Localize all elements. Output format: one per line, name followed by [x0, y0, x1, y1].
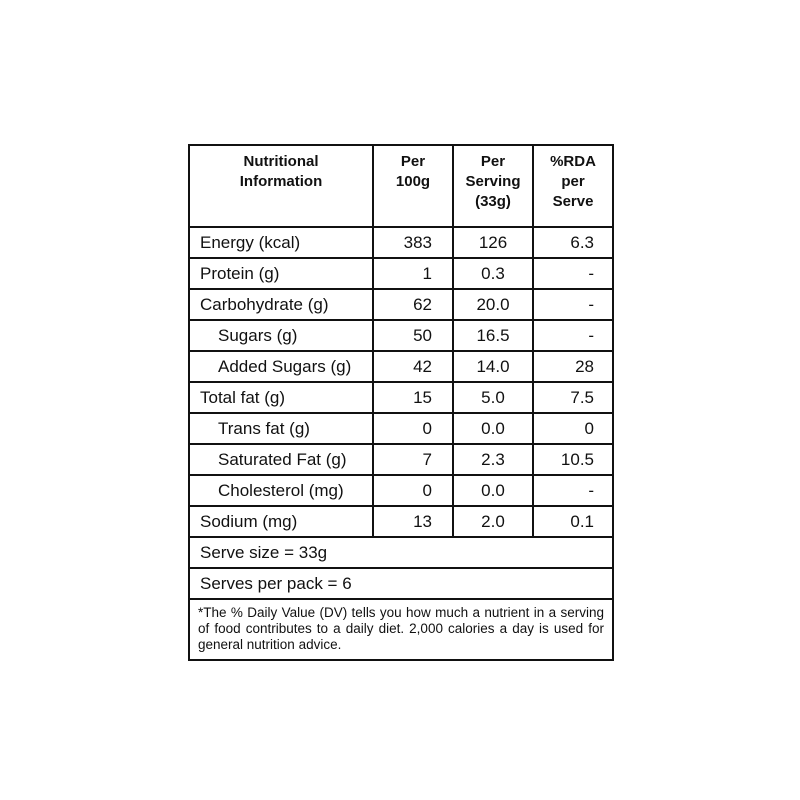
nutrient-name: Trans fat (g)	[188, 412, 374, 445]
per-serving-value: 5.0	[452, 381, 534, 414]
rda-value: 6.3	[532, 226, 614, 259]
per-100g-value: 50	[372, 319, 454, 352]
rda-value: 0	[532, 412, 614, 445]
header-nutritional-information: Nutritional Information	[188, 144, 374, 228]
per-serving-value: 16.5	[452, 319, 534, 352]
nutrient-row: Trans fat (g) 0 0.0 0	[188, 412, 614, 445]
nutrient-row: Cholesterol (mg) 0 0.0-	[188, 474, 614, 507]
per-100g-value: 42	[372, 350, 454, 383]
per-100g-value: 1	[372, 257, 454, 290]
footnote: *The % Daily Value (DV) tells you how mu…	[188, 598, 614, 661]
rda-value: 28	[532, 350, 614, 383]
per-100g-value: 13	[372, 505, 454, 538]
nutrient-name: Added Sugars (g)	[188, 350, 374, 383]
per-serving-value: 126	[452, 226, 534, 259]
nutrient-name: Sodium (mg)	[188, 505, 374, 538]
nutrition-table: Nutritional Information Per 100g Per Servin…	[188, 144, 614, 661]
per-serving-value: 0.3	[452, 257, 534, 290]
per-100g-value: 383	[372, 226, 454, 259]
nutrient-row: Total fat (g) 15 5.0 7.5	[188, 381, 614, 414]
rda-value: 7.5	[532, 381, 614, 414]
per-serving-value: 2.0	[452, 505, 534, 538]
rda-value: -	[532, 257, 614, 290]
nutrient-row: Energy (kcal) 383 126 6.3	[188, 226, 614, 259]
rda-value: 10.5	[532, 443, 614, 476]
per-100g-value: 15	[372, 381, 454, 414]
nutrient-name: Carbohydrate (g)	[188, 288, 374, 321]
header-rda-per-serve: %RDA per Serve	[532, 144, 614, 228]
nutrient-name: Cholesterol (mg)	[188, 474, 374, 507]
footnote-row: *The % Daily Value (DV) tells you how mu…	[188, 598, 614, 661]
per-serving-value: 14.0	[452, 350, 534, 383]
header-row: Nutritional Information Per 100g Per Servin…	[188, 144, 614, 228]
serve-size-row: Serve size = 33g	[188, 536, 614, 569]
rda-value: 0.1	[532, 505, 614, 538]
nutrient-name: Protein (g)	[188, 257, 374, 290]
per-100g-value: 62	[372, 288, 454, 321]
rda-value: -	[532, 474, 614, 507]
nutrient-row: Added Sugars (g) 42 14.0 28	[188, 350, 614, 383]
nutrient-row: Sodium (mg) 13 2.0 0.1	[188, 505, 614, 538]
nutrient-name: Sugars (g)	[188, 319, 374, 352]
nutrient-name: Saturated Fat (g)	[188, 443, 374, 476]
serve-size: Serve size = 33g	[188, 536, 614, 569]
header-per-serving: Per Serving (33g)	[452, 144, 534, 228]
nutrient-name: Energy (kcal)	[188, 226, 374, 259]
nutrient-row: Sugars (g) 50 16.5-	[188, 319, 614, 352]
per-serving-value: 0.0	[452, 474, 534, 507]
per-serving-value: 2.3	[452, 443, 534, 476]
nutrient-row: Carbohydrate (g) 62 20.0-	[188, 288, 614, 321]
per-serving-value: 20.0	[452, 288, 534, 321]
rda-value: -	[532, 288, 614, 321]
per-serving-value: 0.0	[452, 412, 534, 445]
per-100g-value: 7	[372, 443, 454, 476]
serves-per-pack-row: Serves per pack = 6	[188, 567, 614, 600]
nutrient-name: Total fat (g)	[188, 381, 374, 414]
header-per-100g: Per 100g	[372, 144, 454, 228]
per-100g-value: 0	[372, 412, 454, 445]
nutrient-row: Protein (g) 1 0.3-	[188, 257, 614, 290]
serves-per-pack: Serves per pack = 6	[188, 567, 614, 600]
rda-value: -	[532, 319, 614, 352]
nutrient-row: Saturated Fat (g) 7 2.3 10.5	[188, 443, 614, 476]
per-100g-value: 0	[372, 474, 454, 507]
